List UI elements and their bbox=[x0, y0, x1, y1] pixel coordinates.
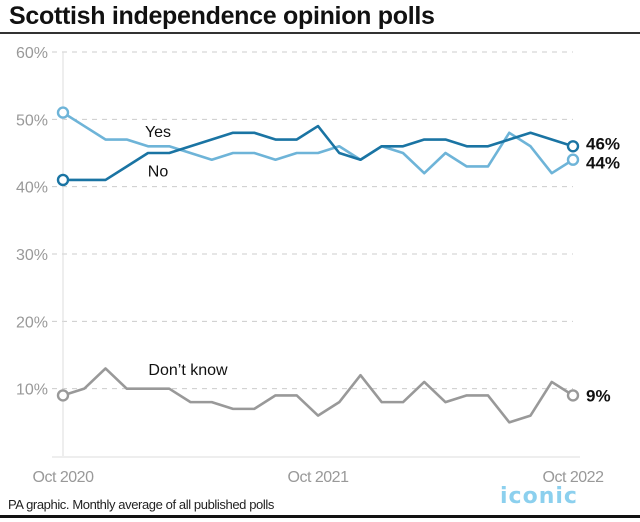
data-point-yes bbox=[566, 153, 580, 166]
data-point-no bbox=[56, 173, 70, 187]
y-tick-label: 60% bbox=[16, 45, 48, 62]
axes: 10% 20% 30% 40% 50% 60% Oct 2020 Oct 2021 Oct 20… bbox=[16, 45, 605, 486]
gridlines bbox=[52, 51, 573, 390]
end-value-label-yes: 44% bbox=[586, 154, 620, 173]
x-tick-label: Oct 2021 bbox=[288, 469, 350, 486]
footer-divider bbox=[0, 515, 640, 518]
x-tick-label: Oct 2022 bbox=[543, 469, 605, 486]
data-point-no bbox=[566, 140, 580, 153]
series-label-dont-know: Don’t know bbox=[148, 362, 228, 379]
series-label-yes: Yes bbox=[145, 124, 171, 141]
data-point-yes bbox=[56, 106, 70, 119]
chart-title: Scottish independence opinion polls bbox=[9, 2, 435, 30]
labels: Don’t know 9% Yes 44% No 46% bbox=[145, 124, 620, 406]
source-note: PA graphic. Monthly average of all publi… bbox=[8, 497, 274, 512]
y-tick-label: 10% bbox=[16, 382, 48, 399]
y-tick-label: 30% bbox=[16, 247, 48, 264]
y-tick-label: 20% bbox=[16, 314, 48, 331]
data-point-dont-know bbox=[56, 389, 70, 402]
data-point-dont-know bbox=[566, 389, 580, 402]
y-tick-label: 40% bbox=[16, 180, 48, 197]
end-value-label-no: 46% bbox=[586, 135, 620, 154]
title-divider bbox=[0, 32, 640, 34]
y-tick-label: 50% bbox=[16, 112, 48, 129]
series-line-dont-know bbox=[62, 367, 574, 424]
series bbox=[56, 106, 580, 424]
x-tick-label: Oct 2020 bbox=[33, 469, 95, 486]
end-value-label-dont-know: 9% bbox=[586, 386, 611, 405]
series-label-no: No bbox=[148, 164, 169, 181]
